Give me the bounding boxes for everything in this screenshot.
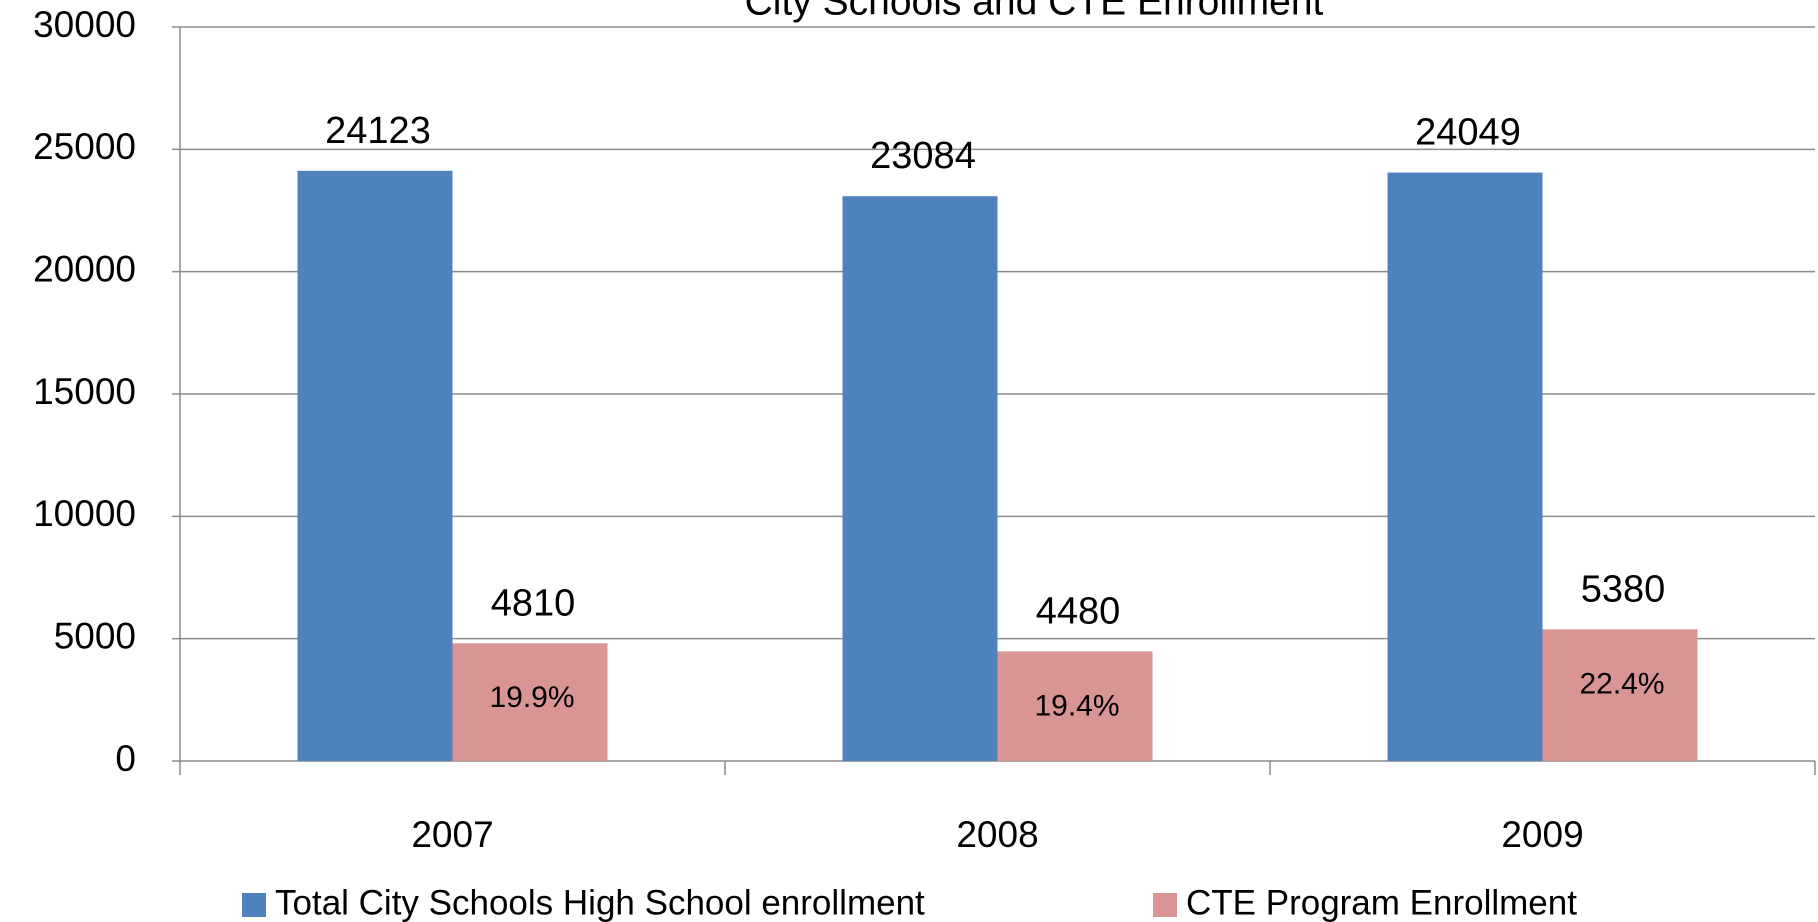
legend-label: CTE Program Enrollment [1186,883,1577,922]
bar [452,643,608,761]
y-tick-label: 5000 [54,615,136,656]
data-label: 23084 [870,135,976,177]
legend-swatch [242,893,266,917]
inner-label: 22.4% [1579,667,1664,700]
data-label: 4810 [491,582,576,624]
legend-label: Total City Schools High School enrollmen… [275,883,925,922]
y-tick-label: 15000 [33,371,136,412]
y-tick-label: 10000 [33,493,136,534]
data-label: 5380 [1581,568,1666,610]
chart-title: City Schools and CTE Enrollment [745,0,1324,23]
data-label: 24123 [325,110,431,152]
y-tick-label: 0 [115,738,136,779]
data-label: 4480 [1036,590,1121,632]
x-tick-label: 2009 [1501,814,1583,855]
bar [1387,172,1543,761]
y-tick-label: 25000 [33,126,136,167]
x-tick-label: 2008 [956,814,1038,855]
bar [842,196,998,761]
bar [997,651,1153,761]
y-tick-label: 30000 [33,4,136,45]
inner-label: 19.9% [489,681,574,714]
inner-label: 19.4% [1034,689,1119,722]
legend-swatch [1153,893,1177,917]
data-label: 24049 [1415,112,1521,154]
y-tick-label: 20000 [33,248,136,289]
x-tick-label: 2007 [411,814,493,855]
bar [297,170,453,762]
bar [1542,629,1698,761]
